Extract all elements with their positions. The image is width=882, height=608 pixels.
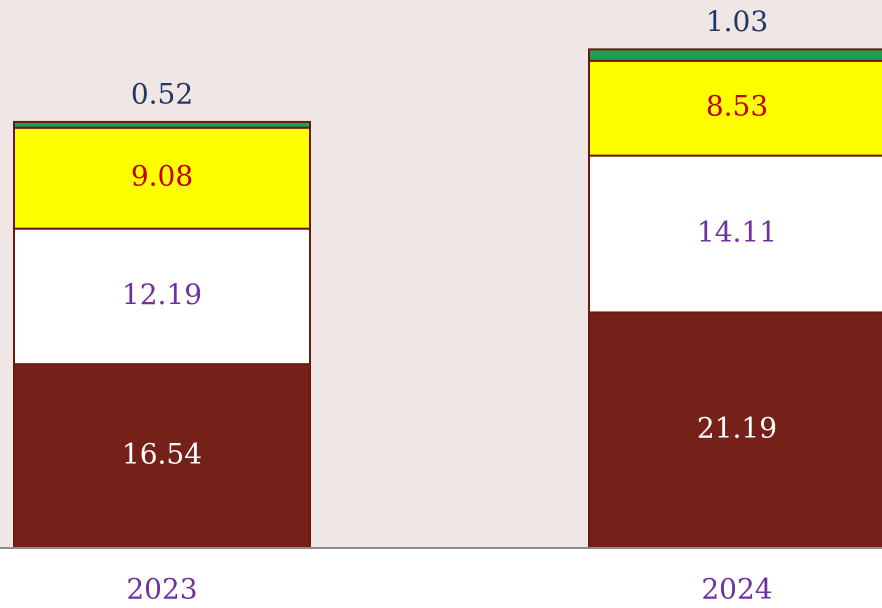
data-label: 1.03 [706, 5, 768, 38]
data-label: 9.08 [131, 160, 193, 193]
x-tick-label: 2023 [126, 573, 197, 606]
data-label: 12.19 [122, 278, 202, 311]
data-label: 21.19 [697, 412, 777, 445]
bar-segment [13, 363, 311, 549]
x-tick-label: 2024 [701, 573, 772, 606]
bar-segment [588, 48, 882, 62]
data-label: 0.52 [131, 77, 193, 110]
data-label: 14.11 [697, 216, 777, 249]
bar-segment [588, 59, 882, 157]
bar-segment [13, 120, 311, 129]
data-label: 16.54 [122, 438, 202, 471]
bar-segment [588, 154, 882, 314]
bar-segment [588, 311, 882, 550]
data-label: 8.53 [706, 90, 768, 123]
bar-segment [13, 126, 311, 230]
